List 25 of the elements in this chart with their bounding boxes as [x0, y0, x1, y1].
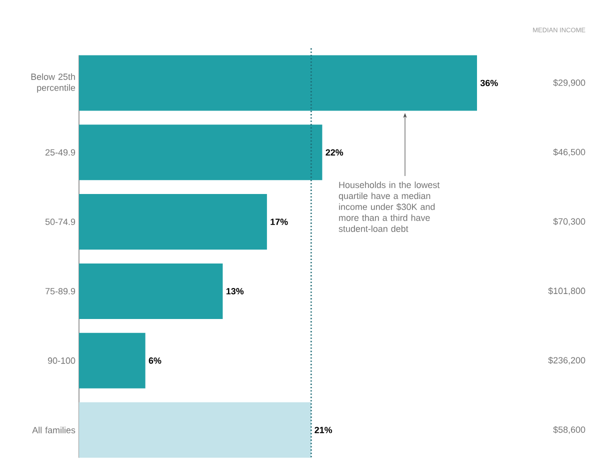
text: $29,900	[553, 79, 586, 87]
data-label: 22%	[326, 149, 344, 156]
y-tick-label: 75-89.9	[46, 288, 76, 294]
text: $101,800	[548, 287, 586, 296]
annotation: Households in the lowest quartile have a median income under $30K and more than a third have student-loan debt	[338, 182, 440, 232]
text: $58,600	[553, 426, 586, 434]
text: $236,200	[548, 356, 586, 364]
y-tick-label: All families	[32, 426, 76, 434]
bar	[79, 402, 312, 458]
bar	[79, 55, 478, 111]
bar	[79, 332, 146, 388]
y-tick-label: 25-49.9	[46, 149, 76, 156]
data-label: 17%	[270, 218, 288, 225]
bar	[79, 124, 322, 180]
data-label: 21%	[314, 426, 332, 434]
y-tick-label: 90-100	[48, 357, 76, 364]
bar	[79, 263, 223, 319]
data-label: 6%	[148, 357, 162, 364]
data-label: 36%	[480, 80, 498, 86]
data-label: 13%	[226, 288, 244, 294]
y-tick-label: 50-74.9	[45, 218, 76, 225]
bar	[79, 194, 267, 250]
text: $70,300	[553, 218, 586, 226]
y-tick-label: Below 25th percentile	[31, 73, 76, 93]
text: $46,500	[553, 148, 586, 156]
